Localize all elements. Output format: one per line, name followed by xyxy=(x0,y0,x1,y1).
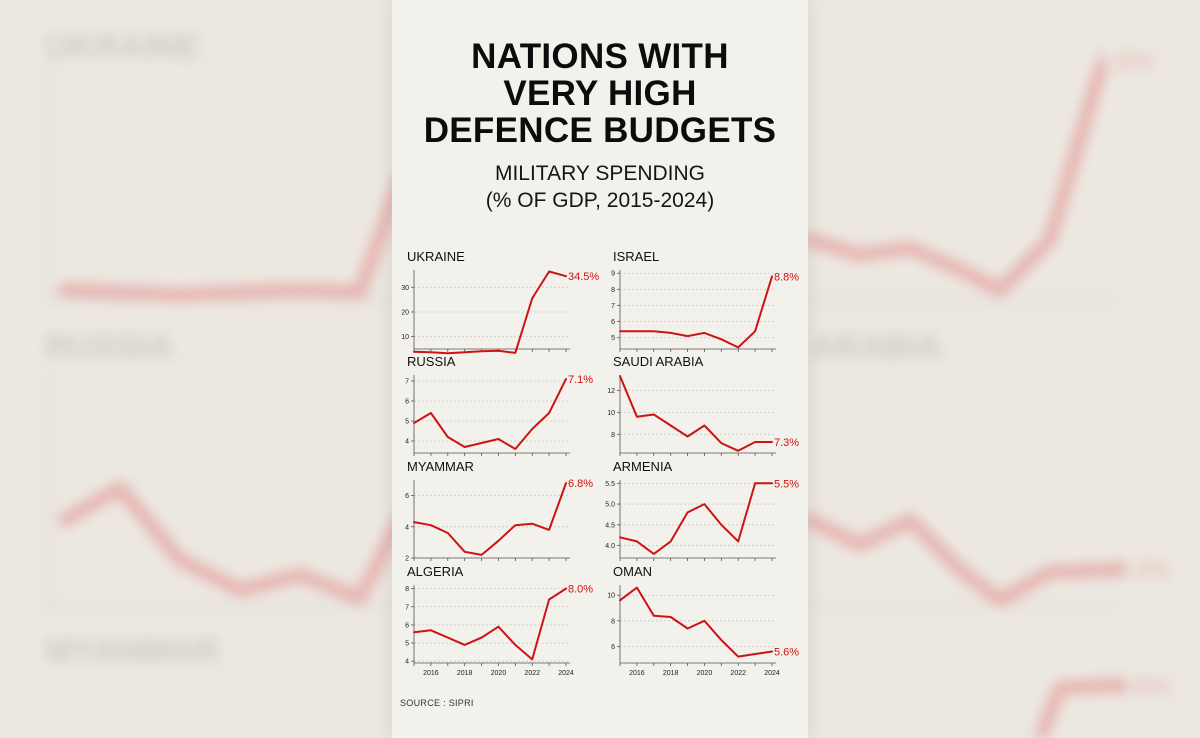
y-tick-label: 8 xyxy=(611,618,615,625)
series-line xyxy=(413,587,567,661)
end-value-label: 7.1% xyxy=(568,374,593,386)
series-line xyxy=(413,378,567,450)
x-tick-label: 2016 xyxy=(423,670,439,677)
series-line xyxy=(619,586,773,658)
panel-title: SAUDI ARABIA xyxy=(613,354,704,369)
svg-text:RUSSIA: RUSSIA xyxy=(45,328,173,366)
y-tick-label: 7 xyxy=(611,303,615,310)
y-tick-label: 7 xyxy=(405,604,409,611)
svg-text:ARABIA: ARABIA xyxy=(810,328,942,366)
y-tick-label: 8 xyxy=(405,586,409,593)
x-tick-label: 2018 xyxy=(457,670,473,677)
end-value-label: 8.8% xyxy=(774,271,799,283)
subtitle-line-2: (% OF GDP, 2015-2024) xyxy=(485,189,715,212)
panel-title: ISRAEL xyxy=(613,249,659,264)
svg-text:6.8%: 6.8% xyxy=(1112,671,1171,701)
y-tick-label: 30 xyxy=(401,285,409,292)
y-tick-label: 4 xyxy=(405,524,409,531)
panel-israel: ISRAEL 5 6 7 8 9 8.8% xyxy=(611,249,799,352)
series-line xyxy=(619,375,773,452)
panel-title: RUSSIA xyxy=(407,354,456,369)
x-tick-label: 2020 xyxy=(697,670,713,677)
panel-title: ARMENIA xyxy=(613,459,673,474)
page-title: NATIONS WITH VERY HIGH DEFENCE BUDGETS xyxy=(392,38,808,149)
x-tick-label: 2022 xyxy=(730,670,746,677)
x-tick-label: 2016 xyxy=(629,670,645,677)
y-tick-label: 5.0 xyxy=(605,502,615,509)
title-line-2: VERY HIGH xyxy=(503,74,697,113)
y-tick-label: 7 xyxy=(405,379,409,386)
small-multiples-charts: UKRAINE 10 20 30 34.5% ISRAEL 5 6 7 8 9 8.8% RUSSIA 4… xyxy=(401,249,799,677)
series-line xyxy=(413,482,567,556)
subtitle-line-1: MILITARY SPENDING xyxy=(494,162,706,185)
title-line-1: NATIONS WITH xyxy=(471,37,729,76)
y-tick-label: 5 xyxy=(405,641,409,648)
x-tick-label: 2022 xyxy=(524,670,540,677)
panel-title: ALGERIA xyxy=(407,564,464,579)
y-tick-label: 6 xyxy=(405,493,409,500)
x-tick-label: 2024 xyxy=(764,670,780,677)
series-line xyxy=(413,270,567,355)
svg-text:MYANMAR: MYANMAR xyxy=(45,632,219,670)
x-tick-label: 2018 xyxy=(663,670,679,677)
y-tick-label: 12 xyxy=(607,388,615,395)
y-tick-label: 4 xyxy=(405,439,409,446)
y-tick-label: 8 xyxy=(611,432,615,439)
series-line xyxy=(619,275,773,349)
x-tick-label: 2020 xyxy=(491,670,507,677)
panel-oman: OMAN 6 8 10 2016 2018 2020 2022 2024 5.6% xyxy=(607,564,799,677)
svg-text:UKRAINE: UKRAINE xyxy=(45,28,200,66)
x-tick-label: 2024 xyxy=(558,670,574,677)
y-tick-label: 2 xyxy=(405,556,409,563)
panel-saudi-arabia: SAUDI ARABIA 8 10 12 7.3% xyxy=(607,354,799,456)
end-value-label: 34.5% xyxy=(568,271,599,283)
y-tick-label: 4.0 xyxy=(605,543,615,550)
svg-text:7.3%: 7.3% xyxy=(1112,554,1171,584)
infographic-card: NATIONS WITH VERY HIGH DEFENCE BUDGETS M… xyxy=(392,0,808,738)
end-value-label: 6.8% xyxy=(568,478,593,490)
series-line xyxy=(619,482,773,555)
end-value-label: 7.3% xyxy=(774,437,799,449)
panel-title: MYAMMAR xyxy=(407,459,474,474)
panel-myammar: MYAMMAR 2 4 6 6.8% xyxy=(405,459,593,563)
panel-algeria: ALGERIA 4 5 6 7 8 2016 2018 2020 2022 2024 8.0% xyxy=(405,564,593,677)
end-value-label: 5.5% xyxy=(774,478,799,490)
panel-title: UKRAINE xyxy=(407,249,465,264)
y-tick-label: 10 xyxy=(607,410,615,417)
end-value-label: 5.6% xyxy=(774,646,799,658)
subtitle: MILITARY SPENDING (% OF GDP, 2015-2024) xyxy=(392,160,808,214)
y-tick-label: 5.5 xyxy=(605,481,615,488)
y-tick-label: 6 xyxy=(405,622,409,629)
y-tick-label: 20 xyxy=(401,309,409,316)
y-tick-label: 6 xyxy=(611,319,615,326)
y-tick-label: 5 xyxy=(405,419,409,426)
panel-ukraine: UKRAINE 10 20 30 34.5% xyxy=(401,249,599,355)
y-tick-label: 6 xyxy=(405,399,409,406)
y-tick-label: 4.5 xyxy=(605,522,615,529)
y-tick-label: 6 xyxy=(611,644,615,651)
y-tick-label: 5 xyxy=(611,335,615,342)
panel-armenia: ARMENIA 4.0 4.5 5.0 5.5 5.5% xyxy=(605,459,799,561)
end-value-label: 8.0% xyxy=(568,584,593,596)
y-tick-label: 10 xyxy=(401,334,409,341)
y-tick-label: 4 xyxy=(405,659,409,666)
svg-text:8.8%: 8.8% xyxy=(1095,46,1154,76)
source-note: SOURCE : SIPRI xyxy=(400,698,474,708)
panel-russia: RUSSIA 4 5 6 7 7.1% xyxy=(405,354,593,456)
y-tick-label: 8 xyxy=(611,287,615,294)
y-tick-label: 10 xyxy=(607,593,615,600)
panel-title: OMAN xyxy=(613,564,652,579)
title-line-3: DEFENCE BUDGETS xyxy=(423,111,777,150)
y-tick-label: 9 xyxy=(611,271,615,278)
